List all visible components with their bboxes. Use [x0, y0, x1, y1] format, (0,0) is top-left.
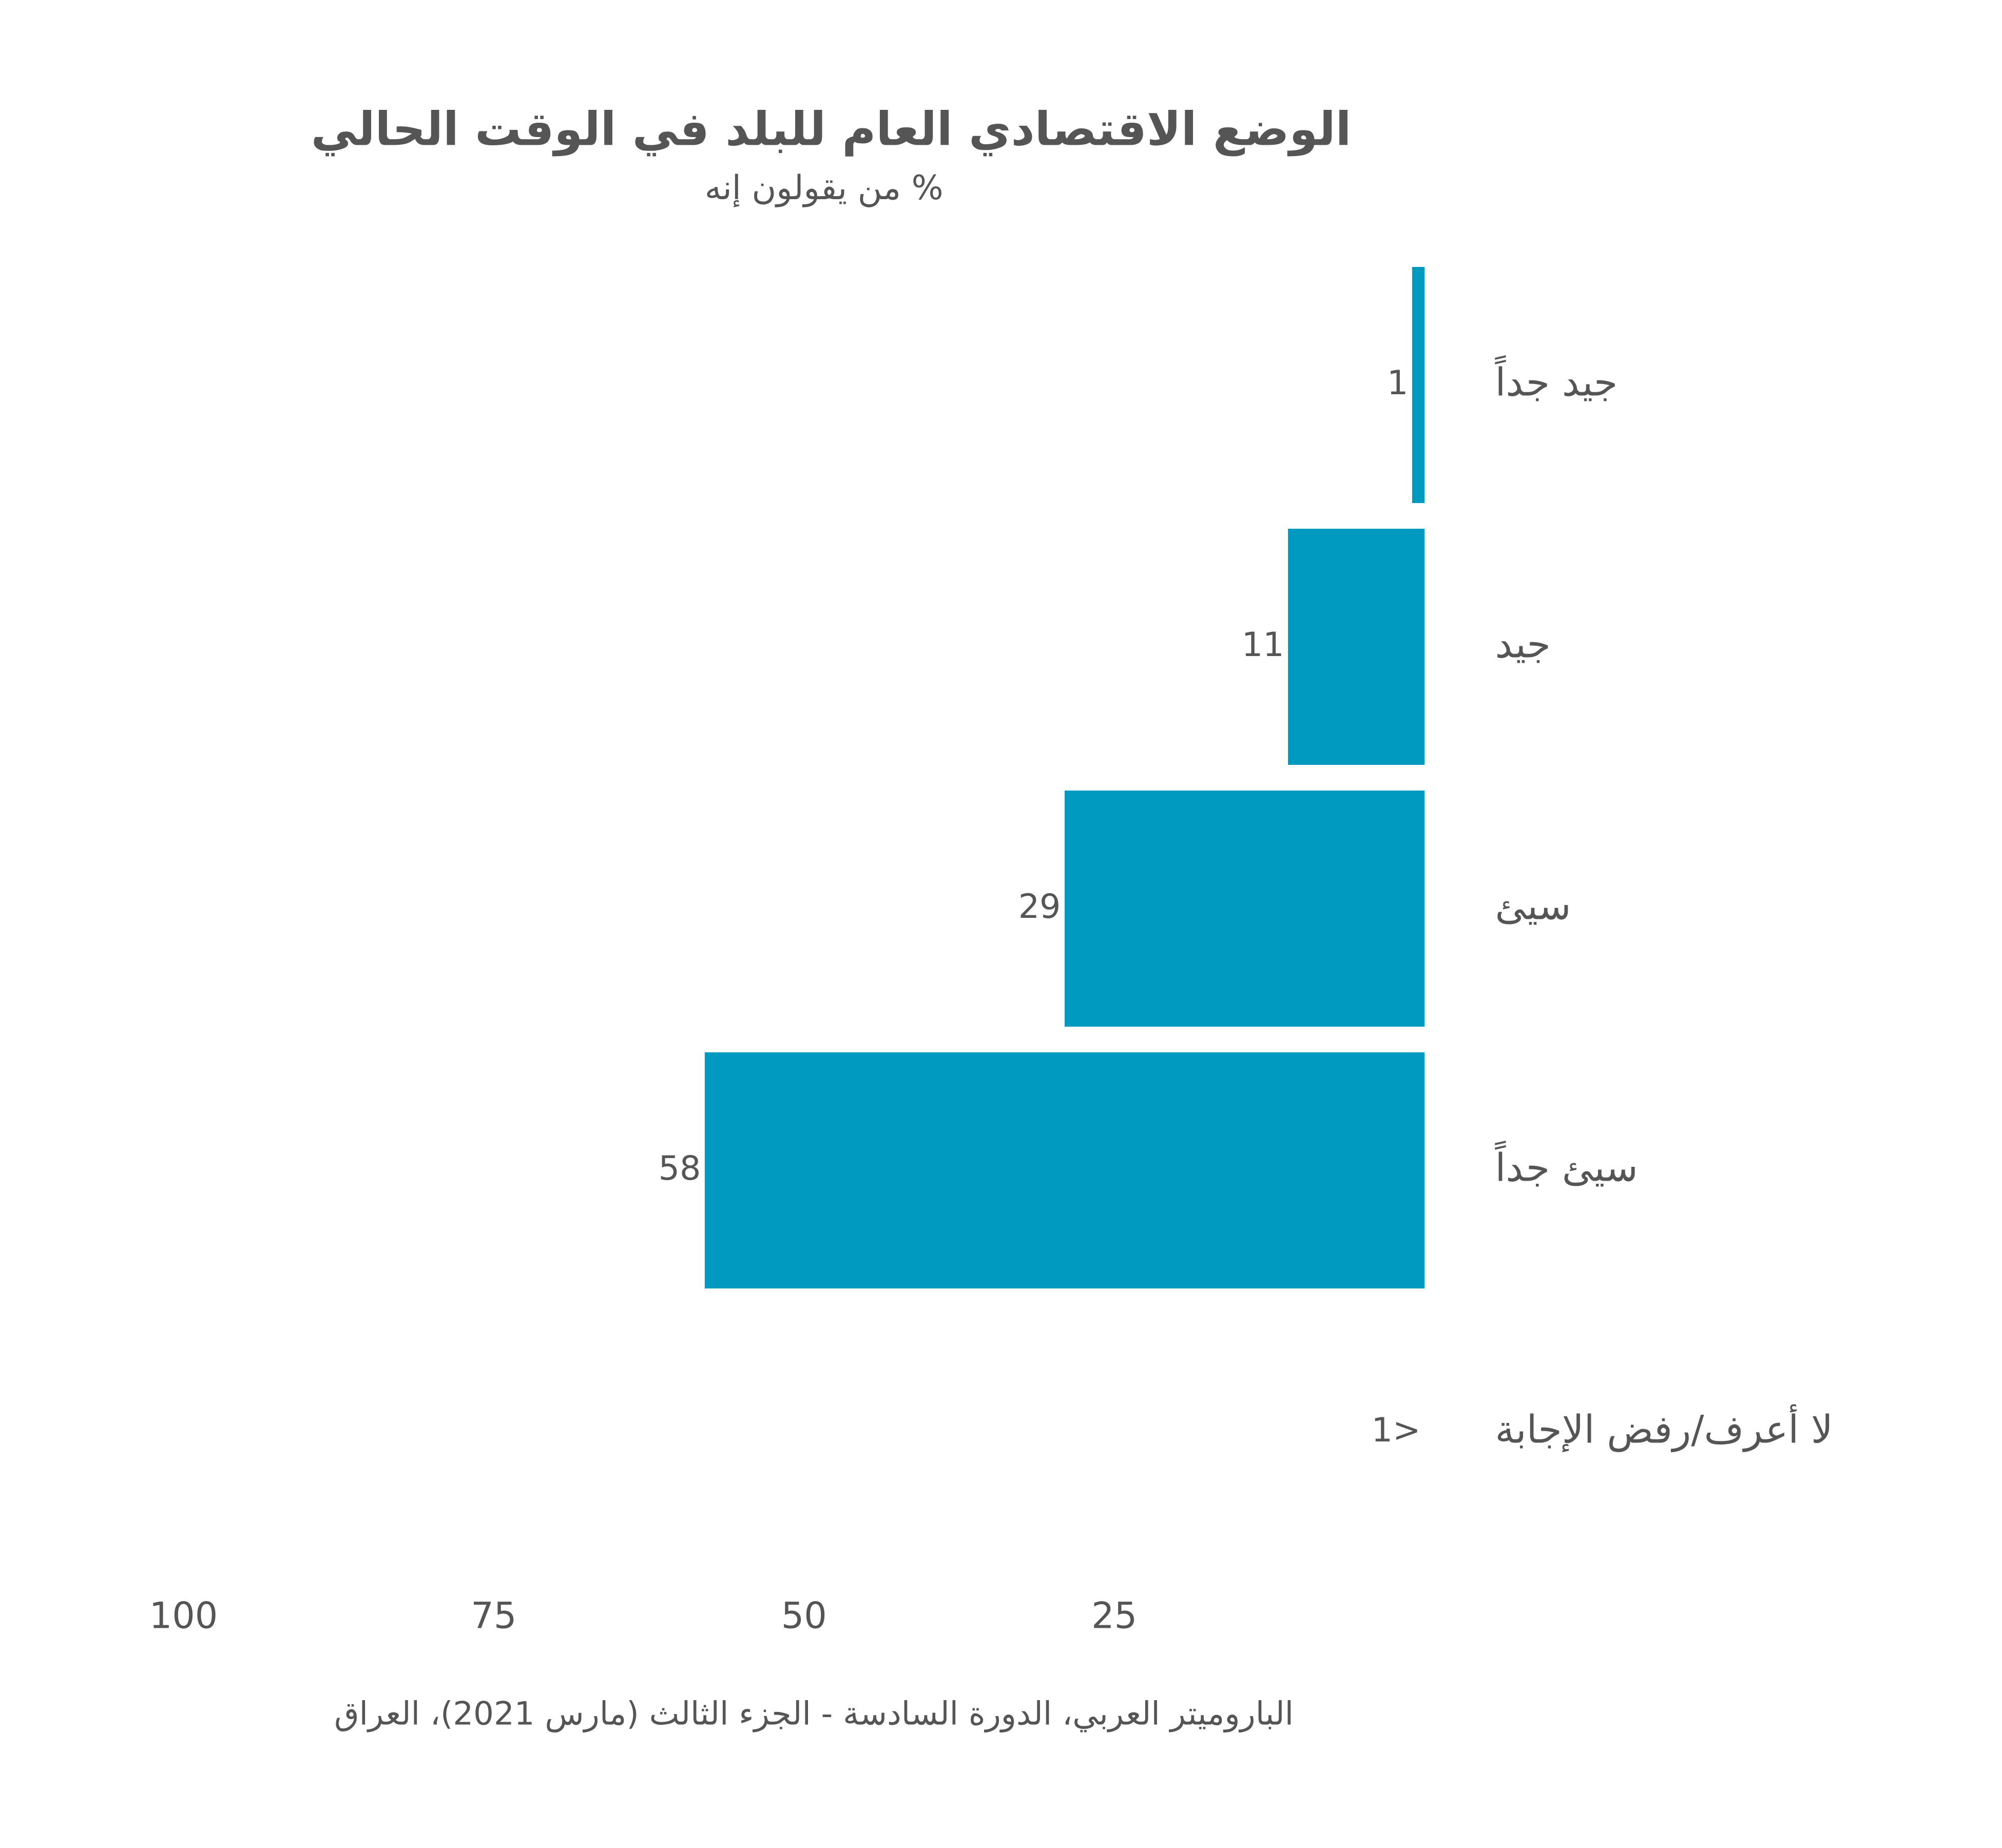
bar: [1412, 267, 1424, 503]
x-tick-label: 75: [471, 1595, 516, 1637]
y-tick-label: لا أعرف/رفض الإجابة: [1495, 1404, 1833, 1453]
value-label: 11: [1242, 626, 1284, 664]
bar: [1064, 791, 1424, 1027]
bar: [704, 1052, 1424, 1288]
y-tick-label: جيد: [1495, 622, 1551, 667]
chart-subtitle: % من يقولون إنه: [705, 169, 944, 207]
value-label: 29: [1018, 888, 1061, 926]
chart-title: الوضع الاقتصادي العام للبلد في الوقت الح…: [311, 102, 1352, 156]
y-tick-label: سيئ: [1495, 883, 1571, 929]
x-tick-label: 50: [781, 1595, 827, 1637]
value-label: 1: [1387, 364, 1408, 402]
value-label: 58: [659, 1149, 701, 1188]
y-tick-label: جيد جداً: [1495, 355, 1618, 405]
x-tick-label: 100: [149, 1595, 218, 1637]
value-label: <1: [1372, 1411, 1421, 1450]
y-tick-label: سيئ جداً: [1495, 1141, 1638, 1190]
source: الباروميتر العربي، الدورة السادسة - الجز…: [334, 1695, 1294, 1733]
x-tick-label: 25: [1091, 1595, 1137, 1637]
bar: [1288, 529, 1424, 765]
